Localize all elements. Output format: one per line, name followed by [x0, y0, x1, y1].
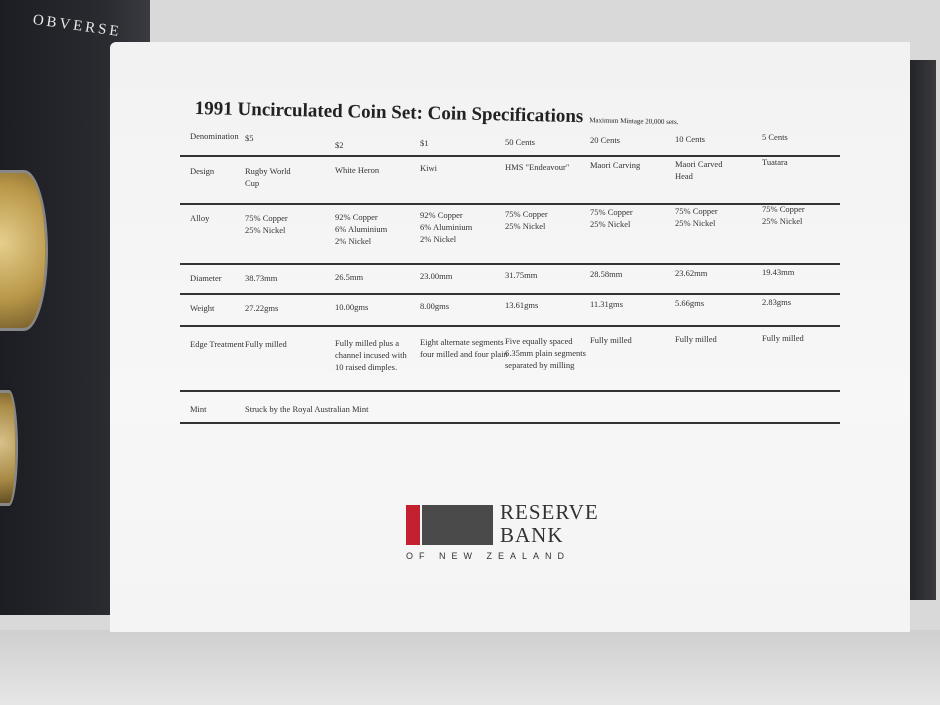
row-divider	[180, 155, 840, 157]
table-cell: 27.22gms	[245, 303, 279, 313]
table-cell: 2.83gms	[762, 297, 792, 307]
row-label: Mint	[190, 404, 207, 414]
logo-name: RESERVE BANK	[500, 500, 599, 547]
table-cell: White Heron	[335, 164, 380, 175]
table-cell: Kiwi	[420, 163, 437, 173]
row-label: Weight	[190, 303, 215, 313]
logo-subtitle: OF NEW ZEALAND	[406, 551, 571, 561]
row-label: Diameter	[190, 273, 222, 283]
table-cell: 11.31gms	[590, 299, 623, 309]
logo-red-bar	[406, 505, 420, 545]
coin	[0, 390, 18, 506]
table-surface	[0, 630, 940, 705]
table-cell: 92% Copper 6% Aluminium 2% Nickel	[335, 211, 388, 246]
table-cell: Five equally spaced 6.35mm plain segment…	[505, 336, 586, 370]
table-cell: 75% Copper 25% Nickel	[762, 204, 805, 226]
table-cell: Fully milled	[245, 339, 287, 349]
table-cell: $5	[245, 133, 254, 143]
row-label: Denomination	[190, 131, 239, 141]
table-cell: 8.00gms	[420, 301, 450, 311]
table-cell: 23.00mm	[420, 271, 453, 281]
table-cell: 10 Cents	[675, 133, 705, 144]
table-cell: HMS "Endeavour"	[505, 161, 570, 172]
row-label: Alloy	[190, 213, 210, 223]
table-cell: 75% Copper 25% Nickel	[590, 207, 633, 229]
row-divider	[180, 422, 840, 424]
row-divider	[180, 263, 840, 265]
row-label: Edge Treatment	[190, 339, 245, 349]
row-divider	[180, 390, 840, 392]
crest-icon	[422, 505, 493, 545]
table-cell: 31.75mm	[505, 270, 538, 280]
coin	[0, 170, 48, 331]
table-cell: Struck by the Royal Australian Mint	[245, 404, 369, 414]
table-cell: Tuatara	[762, 157, 788, 167]
table-cell: Eight alternate segments four milled and…	[420, 337, 508, 359]
table-cell: Rugby World Cup	[245, 166, 291, 188]
table-cell: Fully milled	[590, 335, 632, 345]
row-divider	[180, 325, 840, 327]
table-cell: 13.61gms	[505, 300, 539, 310]
table-cell: 28.58mm	[590, 269, 623, 279]
table-cell: Maori Carving	[590, 160, 641, 170]
table-cell: Fully milled plus a channel incused with…	[335, 338, 407, 372]
table-cell: 10.00gms	[335, 302, 369, 312]
table-cell: 75% Copper 25% Nickel	[505, 208, 548, 231]
spec-card	[110, 42, 910, 632]
row-label: Design	[190, 166, 215, 176]
table-cell: Fully milled	[675, 334, 717, 344]
flap-label: OBVERSE	[31, 12, 123, 41]
table-cell: 75% Copper 25% Nickel	[245, 213, 288, 235]
table-cell: Maori Carved Head	[675, 158, 723, 181]
table-cell: $1	[420, 138, 429, 148]
row-divider	[180, 203, 840, 205]
table-cell: 20 Cents	[590, 135, 620, 145]
table-cell: 5 Cents	[762, 132, 788, 142]
table-cell: Fully milled	[762, 333, 804, 343]
table-cell: 38.73mm	[245, 273, 278, 283]
row-divider	[180, 293, 840, 295]
table-cell: 23.62mm	[675, 268, 708, 278]
table-cell: $2	[335, 139, 344, 150]
table-cell: 92% Copper 6% Aluminium 2% Nickel	[420, 210, 473, 244]
table-cell: 50 Cents	[505, 136, 535, 147]
table-cell: 26.5mm	[335, 272, 364, 282]
table-cell: 5.66gms	[675, 298, 705, 308]
table-cell: 19.43mm	[762, 267, 795, 277]
subtitle: Maximum Mintage 20,000 sets.	[589, 116, 679, 127]
table-cell: 75% Copper 25% Nickel	[675, 205, 718, 228]
